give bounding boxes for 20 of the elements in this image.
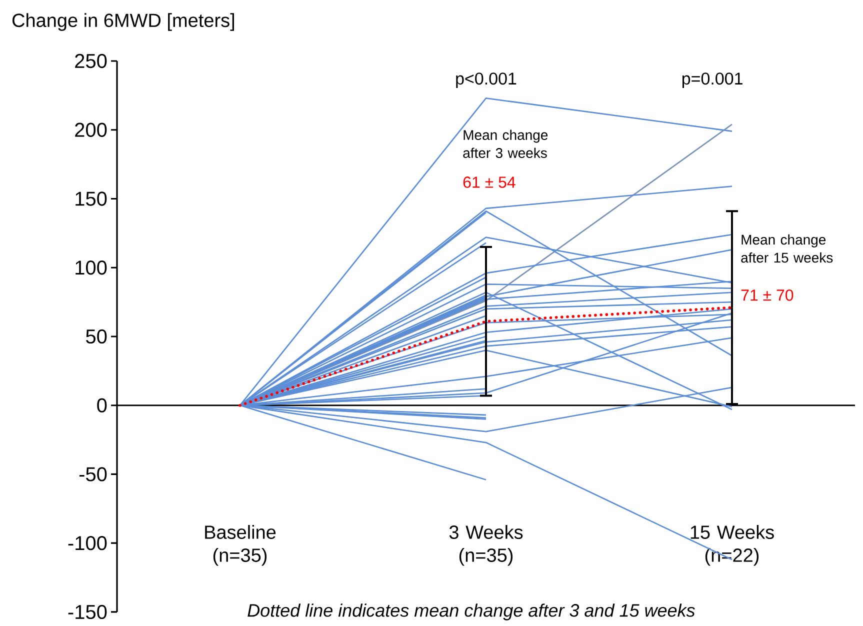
y-tick-label: -100 <box>68 536 107 550</box>
y-tick-label: 250 <box>75 54 107 68</box>
y-tick-label: -50 <box>79 467 107 482</box>
y-tick-label: -150 <box>68 604 107 620</box>
x-tick-label: 15 Weeks (n=22) <box>690 525 774 566</box>
annotation: p<0.001 <box>456 72 516 88</box>
annotation: p=0.001 <box>682 72 742 88</box>
annotation: Mean change after 3 weeks <box>463 130 548 158</box>
y-tick-label: 100 <box>76 260 107 275</box>
y-axis-title: Change in 6MWD [meters] <box>12 13 234 31</box>
annotation: Dotted line indicates mean change after 3 and 15 weeks <box>248 604 695 620</box>
y-tick-label: 50 <box>86 329 107 344</box>
x-tick-label: Baseline (n=35) <box>205 525 276 566</box>
annotation: 61 ± 54 <box>463 176 516 188</box>
annotation: 71 ± 70 <box>741 290 794 301</box>
x-tick-label: 3 Weeks (n=35) <box>449 525 523 566</box>
y-tick-label: 0 <box>97 398 107 412</box>
y-tick-label: 150 <box>76 192 107 206</box>
y-tick-label: 200 <box>75 122 107 137</box>
annotation: Mean change after 15 weeks <box>741 234 833 263</box>
